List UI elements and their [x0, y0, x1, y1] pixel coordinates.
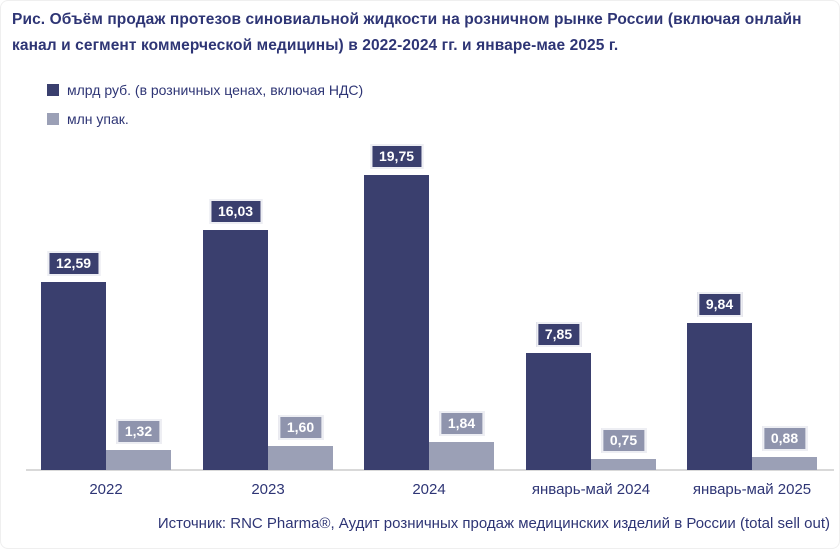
legend-label-secondary: млн упак.	[67, 111, 129, 127]
bar-value-label-rub-январь-май-2025: 9,84	[696, 292, 743, 317]
bar-value-label-rub-2024: 19,75	[369, 144, 424, 169]
bar-rub-январь-май-2024	[526, 353, 591, 470]
source-note: Источник: RNC Pharma®, Аудит розничных п…	[157, 515, 830, 532]
bar-value-label-pack-2024: 1,84	[438, 411, 485, 436]
bar-value-label-pack-2022: 1,32	[115, 419, 162, 444]
legend-item-rub: млрд руб. (в розничных ценах, включая НД…	[47, 82, 364, 98]
bar-rub-2024	[364, 175, 429, 470]
legend: млрд руб. (в розничных ценах, включая НД…	[47, 82, 364, 141]
x-tick-label-0: 2022	[89, 481, 123, 498]
bar-value-label-pack-январь-май-2025: 0,88	[761, 426, 808, 451]
bar-value-label-pack-2023: 1,60	[277, 415, 324, 440]
legend-item-pack: млн упак.	[47, 111, 363, 127]
bar-pack-январь-май-2024	[591, 459, 656, 470]
bar-pack-январь-май-2025	[752, 457, 817, 470]
legend-label-primary: млрд руб. (в розничных ценах, включая НД…	[67, 82, 364, 98]
bar-pack-2022	[106, 450, 171, 470]
bar-value-label-rub-2023: 16,03	[208, 199, 263, 224]
legend-swatch-primary	[47, 84, 59, 96]
bar-value-label-rub-январь-май-2024: 7,85	[535, 322, 582, 347]
x-tick-label-1: 2023	[251, 481, 285, 498]
bar-value-label-rub-2022: 12,59	[46, 251, 101, 276]
bar-pack-2024	[429, 442, 494, 470]
x-tick-label-3: январь-май 2024	[531, 481, 651, 498]
x-axis-baseline	[26, 469, 834, 471]
x-tick-label-4: январь-май 2025	[692, 481, 812, 498]
legend-swatch-secondary	[47, 113, 59, 125]
bar-pack-2023	[268, 446, 333, 470]
bar-rub-январь-май-2025	[687, 323, 752, 470]
figure-title: Рис. Объём продаж протезов синовиальной …	[12, 11, 802, 54]
bar-rub-2022	[41, 282, 106, 470]
bar-value-label-pack-январь-май-2024: 0,75	[600, 428, 647, 453]
bar-rub-2023	[203, 230, 268, 470]
x-tick-label-2: 2024	[412, 481, 446, 498]
